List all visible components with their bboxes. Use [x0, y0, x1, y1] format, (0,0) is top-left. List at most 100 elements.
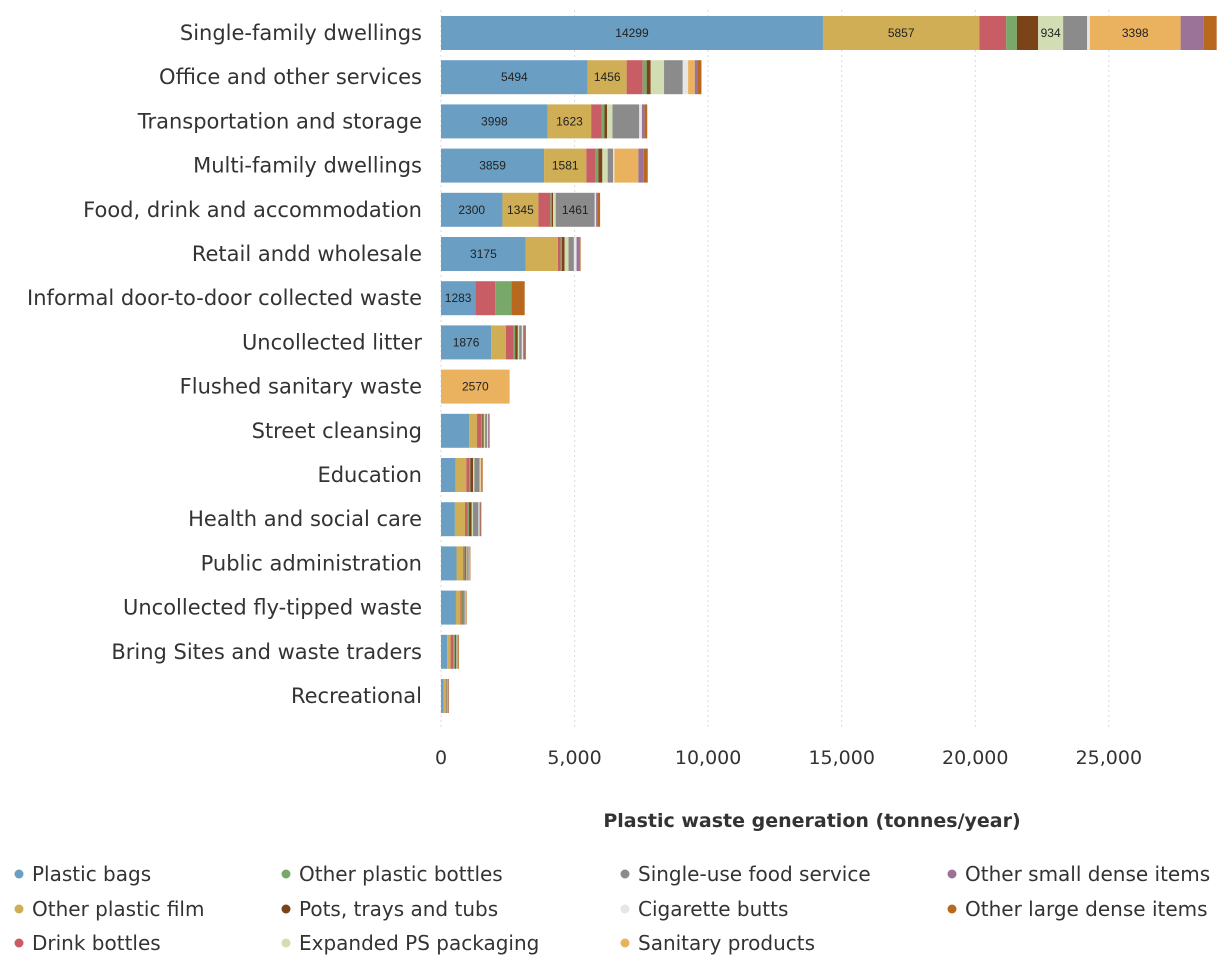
category-label: Uncollected litter — [242, 330, 422, 354]
bar-segment — [441, 369, 510, 404]
bar-segment — [458, 634, 459, 669]
category-label: Retail andd wholesale — [192, 242, 422, 266]
bar-segment — [505, 325, 514, 360]
bar-segment — [1180, 16, 1204, 50]
bar-segment — [525, 237, 558, 271]
bar-segment — [441, 458, 456, 492]
bar-segment — [547, 104, 592, 139]
legend-item: Pots, trays and tubs — [281, 897, 498, 921]
bar-segment — [441, 148, 545, 183]
bar-segment — [466, 458, 470, 492]
legend-marker — [947, 904, 957, 914]
bar-segment — [598, 148, 603, 183]
bar-segment — [469, 413, 478, 448]
bar-segment — [447, 679, 448, 713]
bar-segment — [613, 148, 615, 183]
bar-segment — [456, 634, 458, 669]
bar-segment — [521, 325, 524, 360]
bar-segment — [463, 590, 465, 625]
bar-segment — [441, 634, 448, 669]
legend-marker — [281, 904, 291, 914]
bar-segment — [454, 634, 456, 669]
bar-segment — [441, 281, 476, 316]
bar-segment — [480, 458, 482, 492]
bar-segment — [597, 192, 601, 227]
bar-segment — [646, 60, 651, 95]
bar-segment — [550, 192, 552, 227]
bar-segment — [488, 413, 490, 448]
data-label: 1876 — [453, 335, 480, 349]
bar-segment — [446, 679, 448, 713]
bar-segment — [465, 502, 468, 537]
legend-marker — [620, 904, 630, 914]
bar-segment — [664, 60, 683, 95]
bar-segment — [467, 546, 469, 581]
legend-item: Other small dense items — [947, 862, 1210, 886]
bar-segment — [1087, 16, 1090, 50]
bar-segment — [485, 413, 488, 448]
bar-segment — [495, 281, 512, 316]
category-label: Street cleansing — [252, 419, 422, 443]
bar-segment — [551, 192, 554, 227]
data-label: 3859 — [479, 159, 506, 173]
bar-segment — [694, 60, 698, 95]
category-label: Education — [317, 463, 422, 487]
x-tick-label: 20,000 — [942, 747, 1008, 769]
bar-segment — [441, 546, 457, 581]
bar-segment — [466, 590, 467, 625]
bar-segment — [469, 546, 470, 581]
data-label: 5494 — [501, 70, 528, 84]
category-label: Transportation and storage — [137, 109, 422, 133]
bar-segment — [1203, 16, 1217, 50]
bar-segment — [524, 325, 526, 360]
x-axis-title: Plastic waste generation (tonnes/year) — [603, 810, 1020, 832]
legend-marker — [281, 938, 291, 948]
bar-segment — [591, 104, 602, 139]
category-label: Single-family dwellings — [180, 21, 422, 45]
legend-marker — [14, 869, 24, 879]
bar-segment — [457, 634, 459, 669]
category-label: Recreational — [291, 684, 422, 708]
bar-segment — [441, 192, 503, 227]
bar-segment — [466, 546, 468, 581]
x-tick-label: 0 — [435, 747, 447, 769]
legend-marker — [620, 938, 630, 948]
bar-segment — [465, 590, 467, 625]
bar-segment — [468, 546, 470, 581]
bar-segment — [445, 679, 447, 713]
bar-segment — [475, 281, 496, 316]
category-label: Bring Sites and waste traders — [111, 640, 422, 664]
legend-label: Plastic bags — [32, 862, 151, 886]
bar-segment — [560, 237, 562, 271]
bar-segment — [447, 634, 451, 669]
bar-segment — [491, 325, 506, 360]
bar-segment — [1089, 16, 1181, 50]
bar-segment — [641, 104, 645, 139]
bar-segment — [441, 16, 823, 50]
bar-segment — [456, 546, 464, 581]
legend-label: Other plastic film — [32, 897, 204, 921]
bar-segment — [446, 679, 447, 713]
bar-segment — [586, 148, 596, 183]
bar-segment — [561, 237, 565, 271]
bar-segment — [481, 458, 482, 492]
bar-segment — [480, 502, 482, 537]
bar-segment — [607, 104, 613, 139]
legend-label: Other small dense items — [965, 862, 1210, 886]
legend-marker — [620, 869, 630, 879]
data-label: 14299 — [615, 26, 649, 40]
legend-marker — [281, 869, 291, 879]
bar-segment — [579, 237, 581, 271]
bar-segment — [1016, 16, 1039, 50]
bar-segment — [682, 60, 689, 95]
bar-segment — [1006, 16, 1017, 50]
bar-segment — [639, 104, 642, 139]
bar-segment — [479, 502, 480, 537]
bar-segment — [473, 458, 475, 492]
bar-segment — [441, 60, 588, 95]
bars — [441, 16, 1217, 713]
bar-segment — [441, 413, 470, 448]
bar-segment — [587, 60, 627, 95]
bar-segment — [479, 502, 481, 537]
x-tick-label: 10,000 — [675, 747, 741, 769]
